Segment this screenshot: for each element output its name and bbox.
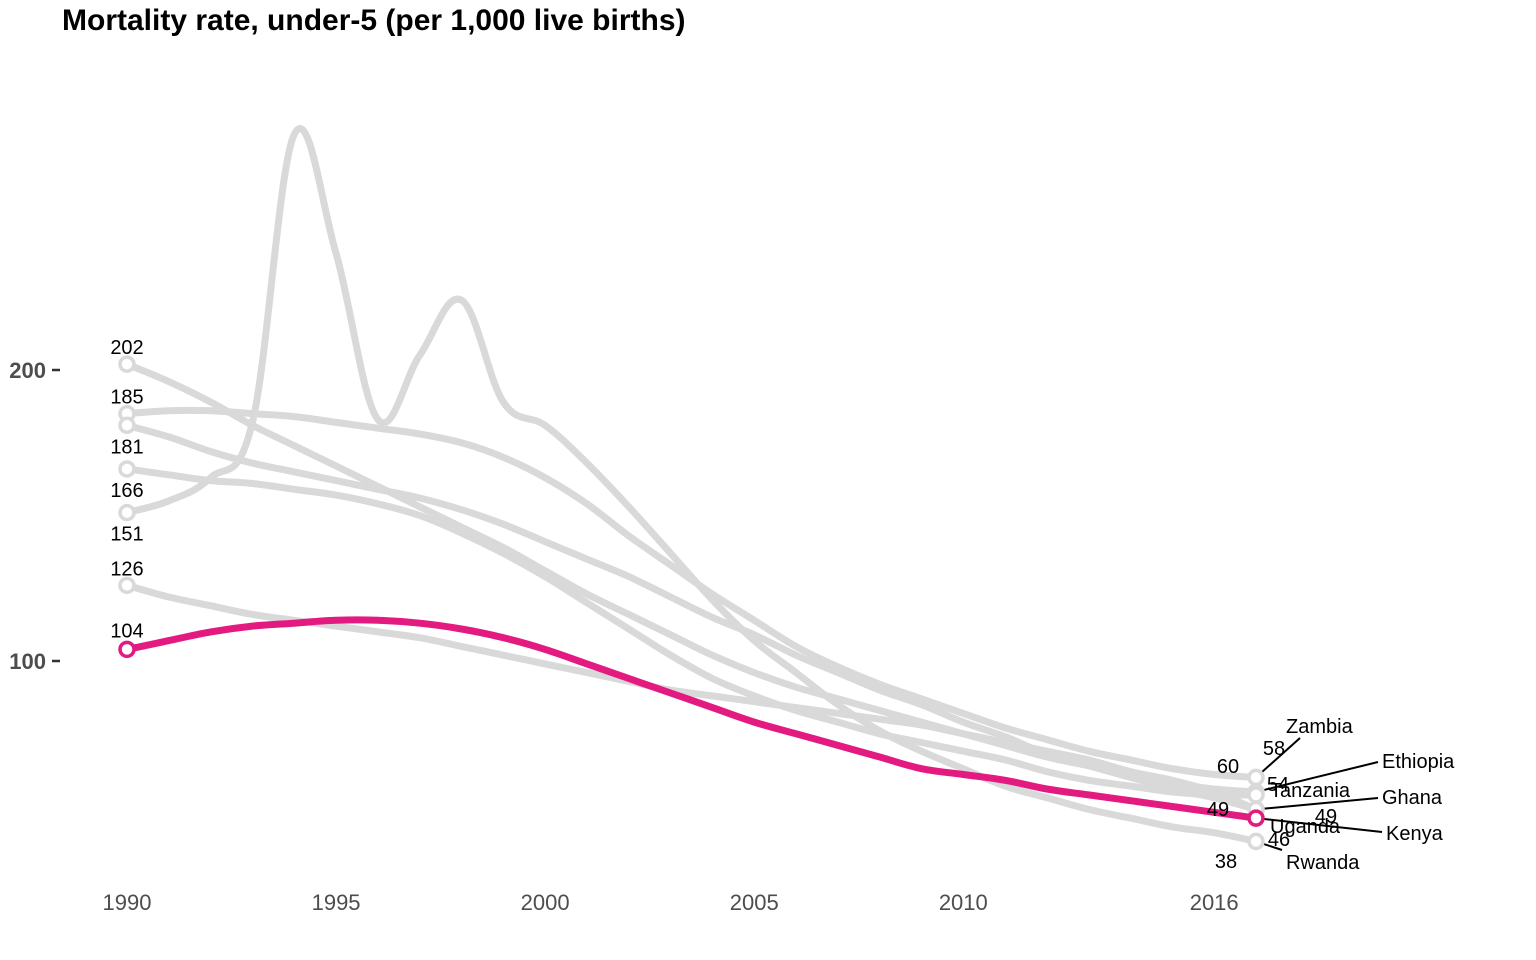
x-tick-label-2005: 2005 bbox=[730, 890, 779, 915]
series-name-zambia: Zambia bbox=[1286, 716, 1354, 738]
end-marker-rwanda bbox=[1247, 832, 1265, 851]
leader-line-ethiopia bbox=[1255, 761, 1379, 793]
start-marker-kenya bbox=[118, 640, 136, 659]
x-tick-label-2000: 2000 bbox=[521, 890, 570, 915]
start-label-ethiopia: 202 bbox=[110, 337, 143, 359]
series-name-rwanda: Rwanda bbox=[1286, 852, 1360, 874]
start-label-zambia: 185 bbox=[110, 387, 143, 409]
end-label-kenya: 46 bbox=[1268, 829, 1290, 851]
series-name-tanzania: Tanzania bbox=[1270, 780, 1351, 802]
series-labels: 151 202 185 181 166 126 104 38 Rwanda 58 Ethiopia 6… bbox=[110, 337, 1455, 874]
start-marker-uganda bbox=[118, 416, 136, 435]
x-axis: 1990 1995 2000 2005 2010 2016 bbox=[103, 890, 1239, 915]
highlight-series-lines bbox=[123, 616, 1260, 822]
y-tick-label-100: 100 bbox=[9, 649, 46, 674]
series-markers bbox=[118, 355, 1265, 851]
end-label-ethiopia: 58 bbox=[1263, 738, 1285, 760]
start-label-ghana: 126 bbox=[110, 558, 143, 580]
x-tick-label-2016: 2016 bbox=[1190, 890, 1239, 915]
y-tick-label-200: 200 bbox=[9, 358, 46, 383]
start-label-tanzania: 166 bbox=[110, 480, 143, 502]
end-marker-kenya bbox=[1247, 809, 1265, 827]
end-label-zambia: 60 bbox=[1217, 756, 1239, 778]
leader-line-zambia bbox=[1255, 737, 1301, 779]
end-marker-tanzania bbox=[1247, 786, 1265, 804]
end-label-rwanda: 38 bbox=[1215, 851, 1237, 873]
start-marker-tanzania bbox=[118, 460, 136, 478]
leader-line-ghana bbox=[1255, 797, 1379, 811]
end-label-uganda: 49 bbox=[1315, 806, 1337, 828]
start-marker-ghana bbox=[118, 576, 136, 595]
start-label-uganda: 181 bbox=[110, 436, 143, 458]
series-name-uganda: Uganda bbox=[1270, 816, 1341, 838]
x-tick-label-2010: 2010 bbox=[939, 890, 988, 915]
x-tick-label-1990: 1990 bbox=[103, 890, 152, 915]
end-label-ghana: 49 bbox=[1207, 799, 1229, 821]
series-line-rwanda bbox=[123, 125, 1260, 845]
start-marker-ethiopia bbox=[118, 355, 136, 373]
chart-title: Mortality rate, under-5 (per 1,000 live … bbox=[62, 4, 686, 37]
series-name-ghana: Ghana bbox=[1382, 787, 1443, 809]
end-label-tanzania: 54 bbox=[1267, 774, 1289, 796]
leader-line-kenya bbox=[1255, 817, 1383, 833]
y-axis: 100 200 bbox=[9, 358, 60, 674]
start-label-rwanda: 151 bbox=[110, 524, 143, 546]
start-label-kenya: 104 bbox=[110, 620, 143, 642]
end-marker-zambia bbox=[1247, 768, 1265, 787]
start-marker-rwanda bbox=[118, 503, 136, 522]
series-line-tanzania bbox=[123, 465, 1260, 799]
series-line-zambia bbox=[123, 406, 1260, 781]
series-name-kenya: Kenya bbox=[1386, 823, 1444, 845]
x-tick-label-1995: 1995 bbox=[312, 890, 361, 915]
muted-series-lines bbox=[123, 125, 1260, 845]
series-line-kenya bbox=[123, 616, 1260, 822]
series-line-uganda bbox=[123, 421, 1260, 813]
series-name-ethiopia: Ethiopia bbox=[1382, 751, 1455, 773]
